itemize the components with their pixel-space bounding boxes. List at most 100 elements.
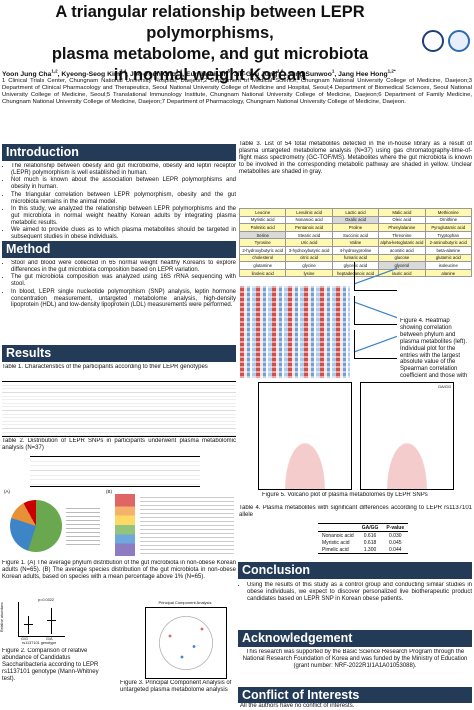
- scatter-graphic: [354, 330, 397, 359]
- bullet: In this study, we analyzed the relations…: [11, 206, 236, 227]
- author-affiliation: 5: [227, 69, 231, 74]
- table-cell: Nonanoic acid: [322, 532, 354, 539]
- table-cell: beta-alanine: [424, 245, 472, 255]
- section-heading: Conflict of Interests: [238, 687, 472, 703]
- table-cell: Pentanoic acid: [285, 223, 333, 232]
- table-cell: lysine: [285, 268, 333, 278]
- logo: [448, 30, 470, 52]
- panel-label: (B): [106, 489, 112, 494]
- table-cell: 3-hydroxybutyric acid: [285, 245, 333, 255]
- y-axis-label: Relative abundance (%): [0, 602, 4, 632]
- table-cell: Tyrosine: [239, 238, 287, 247]
- section-heading: Conclusion: [238, 562, 472, 579]
- table-cell: 0.030: [389, 532, 402, 539]
- table-cell: Pyroglutamic acid: [424, 223, 472, 232]
- bullet: The relationship between obesity and gut…: [11, 163, 236, 177]
- p-value-label: p=0.0322: [38, 598, 54, 602]
- affiliations: 1 Clinical Trials Center, Chungnam Natio…: [2, 78, 472, 105]
- table-row: Leucine Levulinic acid Lactic acid Malic ac…: [239, 208, 472, 217]
- table: Leucine Levulinic acid Lactic acid Malic ac…: [239, 208, 472, 278]
- section-body: Stool and blood were collected in 65 nor…: [2, 260, 236, 342]
- title-line: in normal weight Korean: [113, 66, 307, 84]
- table-cell: 2-hydroxybutyric acid: [239, 245, 287, 255]
- legend-graphic: [66, 505, 100, 545]
- table-cell: Oxalic acid: [331, 215, 380, 225]
- table-header: [318, 523, 358, 532]
- legend-graphic: [140, 494, 234, 556]
- table: GA/GG P-value Nonanoic acid 0.616 0.030 Myris…: [318, 523, 409, 554]
- author-affiliation: 3,4: [119, 69, 127, 74]
- table-cell: Serine: [239, 230, 287, 240]
- section-heading: Acknowledgement: [238, 630, 472, 647]
- bullet: Not much is known about the association …: [11, 177, 236, 191]
- table-cell: Palmitic acid: [239, 223, 287, 232]
- author: Eun-Heui Jin5,: [185, 69, 234, 79]
- bullet: Stool and blood were collected in 65 nor…: [11, 260, 236, 274]
- section-body: This research was supported by the Basic…: [242, 649, 468, 669]
- author-name: Jung Sunwoo: [287, 71, 332, 79]
- caption: Figure 3. Principal Component Analysis o…: [120, 680, 232, 693]
- table-cell: Succinic acid: [331, 230, 380, 240]
- table-cell: Oleic acid: [378, 215, 426, 225]
- bullet: In blood, LEPR single nucleotide polymor…: [11, 289, 236, 310]
- table-cell: glutamine: [239, 261, 287, 270]
- table-cell: Uric acid: [285, 238, 333, 247]
- table-row: Myristic acid 0.618 0.045: [318, 539, 408, 546]
- table-row: Myristic acid Nonanoic acid Oxalic acid Ole…: [239, 215, 472, 225]
- author-name: Joo-Youn Cho: [129, 71, 176, 79]
- table-cell: Lactic acid: [331, 208, 380, 217]
- group-label: G/A: [46, 637, 53, 641]
- logo: [422, 30, 444, 52]
- bullet: Using the results of this study as a con…: [247, 582, 472, 603]
- bullet-list: Stool and blood were collected in 65 nor…: [2, 260, 236, 309]
- author: Yoon Jung Cha1,2,: [2, 69, 62, 79]
- table-wrap: GA/GG P-value Nonanoic acid 0.616 0.030 Myris…: [318, 523, 438, 559]
- heatmap-overlay: [240, 286, 350, 378]
- author: Jung Sunwoo1,: [287, 69, 339, 79]
- table-cell: 0.616: [363, 532, 377, 539]
- bullet: We aimed to provide clues as to which pl…: [11, 227, 236, 239]
- panel-label: (A): [4, 489, 10, 494]
- table-cell: aconitic acid: [378, 245, 426, 255]
- section-heading: Method: [2, 241, 236, 258]
- scatter-graphic: [354, 262, 397, 291]
- plot-title: Principal Component Analysis: [158, 600, 212, 605]
- caption: Table 3. List of 54 total metabolites de…: [239, 141, 472, 175]
- volcano-graphic: [258, 382, 352, 490]
- volcano-graphic: [360, 382, 454, 490]
- table-cell: Nonanoic acid: [285, 215, 333, 225]
- scatter-graphic: [354, 296, 397, 325]
- table-cell: glycine: [285, 261, 333, 270]
- table-cell: 0.044: [382, 546, 409, 554]
- title: A triangular relationship between LEPR p…: [2, 2, 418, 86]
- table-cell: Methionine: [424, 208, 472, 217]
- table-cell: 4-hydroxyproline: [331, 245, 380, 255]
- table-cell: Threonine: [378, 230, 426, 240]
- caption: Figure 1. (A) The average phylum distrib…: [2, 560, 236, 580]
- table-header: P-value: [382, 523, 409, 532]
- bullet: The gut microbiota composition was analy…: [11, 274, 236, 288]
- table-header-row: GA/GG P-value: [318, 523, 409, 532]
- section-heading: Results: [2, 345, 236, 362]
- caption: Table 4. Plasma metabolites with signifi…: [239, 505, 472, 518]
- table-cell: isoleucine: [424, 261, 472, 270]
- author-affiliation: 1,2*: [387, 69, 396, 74]
- x-axis-label: rs1137101 genotype: [22, 641, 57, 645]
- author-name: Jin-Gyu Jung: [233, 71, 278, 79]
- table-cell: Levulinic acid: [285, 208, 333, 217]
- caption: Table 2. Distribution of LEPR SNPs in pa…: [2, 438, 236, 451]
- pca-graphic: [145, 607, 227, 679]
- caption: Figure 5. Volcano plot of plasma metabol…: [262, 492, 428, 498]
- table-row: Nonanoic acid 0.616 0.030: [318, 532, 408, 540]
- title-line: A triangular relationship between LEPR p…: [55, 3, 365, 42]
- table-header: GA/GG: [357, 523, 383, 532]
- table-row: Tyrosine Uric acid Valine alpha-ketoglutari…: [239, 238, 472, 247]
- caption: Figure 4. Heatmap showing correlation be…: [400, 318, 468, 380]
- bar-graphic: [115, 494, 135, 556]
- author-affiliation: 1,6: [277, 69, 284, 74]
- table-cell: Ornithine: [424, 215, 472, 225]
- table-cell: citric acid: [285, 253, 333, 263]
- section-heading: Introduction: [2, 144, 236, 161]
- table-cell: Myristic acid: [239, 215, 287, 225]
